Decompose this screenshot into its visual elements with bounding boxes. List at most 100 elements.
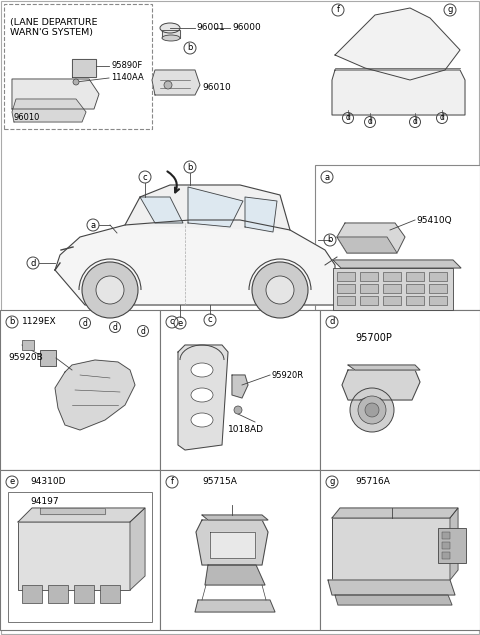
Text: 95715A: 95715A <box>202 478 237 486</box>
Ellipse shape <box>191 363 213 377</box>
Text: d: d <box>141 326 145 335</box>
Bar <box>335 80 353 102</box>
Circle shape <box>82 262 138 318</box>
Text: 1018AD: 1018AD <box>228 425 264 434</box>
Bar <box>360 296 378 305</box>
Polygon shape <box>337 223 405 253</box>
Text: (LANE DEPARTURE: (LANE DEPARTURE <box>10 18 97 27</box>
Polygon shape <box>162 30 180 38</box>
Bar <box>429 296 447 305</box>
Text: g: g <box>447 6 453 15</box>
Polygon shape <box>55 360 135 430</box>
Circle shape <box>96 276 124 304</box>
Text: b: b <box>9 318 15 326</box>
Text: 96001: 96001 <box>196 23 225 32</box>
Polygon shape <box>205 565 265 585</box>
Bar <box>332 518 450 580</box>
Polygon shape <box>12 99 86 122</box>
Bar <box>320 310 480 470</box>
Text: 95920R: 95920R <box>271 370 303 380</box>
Bar <box>0 470 160 630</box>
Polygon shape <box>178 345 228 450</box>
Circle shape <box>358 396 386 424</box>
Text: d: d <box>440 114 444 123</box>
Bar <box>442 532 450 539</box>
Text: d: d <box>113 323 118 331</box>
Polygon shape <box>40 508 105 514</box>
Text: 94310D: 94310D <box>30 478 65 486</box>
Bar <box>438 528 466 563</box>
Polygon shape <box>342 370 420 400</box>
Text: a: a <box>90 220 96 229</box>
Polygon shape <box>328 580 455 595</box>
Polygon shape <box>72 59 96 77</box>
Text: d: d <box>83 319 87 328</box>
Polygon shape <box>210 532 255 558</box>
Polygon shape <box>55 220 335 305</box>
Bar <box>406 284 424 293</box>
Polygon shape <box>152 70 200 95</box>
Text: a: a <box>324 173 330 182</box>
Text: d: d <box>413 117 418 126</box>
Polygon shape <box>332 508 458 518</box>
Text: b: b <box>187 163 192 171</box>
Bar <box>320 470 480 630</box>
Bar <box>48 585 68 603</box>
Polygon shape <box>202 515 268 520</box>
Circle shape <box>350 388 394 432</box>
Polygon shape <box>335 8 460 80</box>
Circle shape <box>73 79 79 85</box>
Bar <box>100 585 120 603</box>
Polygon shape <box>335 595 452 605</box>
Text: 95700P: 95700P <box>355 333 392 343</box>
Bar <box>333 268 453 310</box>
Bar <box>0 310 160 470</box>
Text: f: f <box>170 478 173 486</box>
Text: c: c <box>143 173 147 182</box>
Ellipse shape <box>162 35 180 41</box>
Polygon shape <box>188 187 243 227</box>
Text: b: b <box>327 236 333 244</box>
Bar <box>360 284 378 293</box>
Bar <box>429 284 447 293</box>
Text: 95890F: 95890F <box>111 62 142 70</box>
Text: c: c <box>170 318 174 326</box>
Bar <box>22 585 42 603</box>
Bar <box>160 470 320 630</box>
Bar <box>337 284 355 293</box>
Text: WARN'G SYSTEM): WARN'G SYSTEM) <box>10 28 93 37</box>
Bar <box>315 165 480 310</box>
Bar <box>383 284 401 293</box>
Text: 95716A: 95716A <box>355 478 390 486</box>
Text: f: f <box>336 6 339 15</box>
Bar <box>406 272 424 281</box>
Bar <box>8 492 152 622</box>
Text: g: g <box>329 478 335 486</box>
Circle shape <box>365 403 379 417</box>
Bar <box>337 296 355 305</box>
Polygon shape <box>450 508 458 580</box>
Bar <box>160 310 320 470</box>
Bar <box>442 80 460 102</box>
Polygon shape <box>18 508 145 522</box>
Polygon shape <box>130 508 145 590</box>
Polygon shape <box>196 520 268 565</box>
Circle shape <box>234 406 242 414</box>
Bar <box>442 552 450 559</box>
Bar <box>442 542 450 549</box>
Text: d: d <box>368 117 372 126</box>
Text: 94197: 94197 <box>30 497 59 507</box>
Circle shape <box>252 262 308 318</box>
Bar <box>337 272 355 281</box>
Polygon shape <box>195 600 275 612</box>
Text: e: e <box>178 319 182 328</box>
Text: d: d <box>30 258 36 267</box>
Bar <box>383 272 401 281</box>
Polygon shape <box>348 365 420 370</box>
Text: d: d <box>329 318 335 326</box>
Polygon shape <box>245 197 277 232</box>
Circle shape <box>164 81 172 89</box>
Bar <box>383 296 401 305</box>
Polygon shape <box>140 197 183 223</box>
Polygon shape <box>232 375 248 398</box>
